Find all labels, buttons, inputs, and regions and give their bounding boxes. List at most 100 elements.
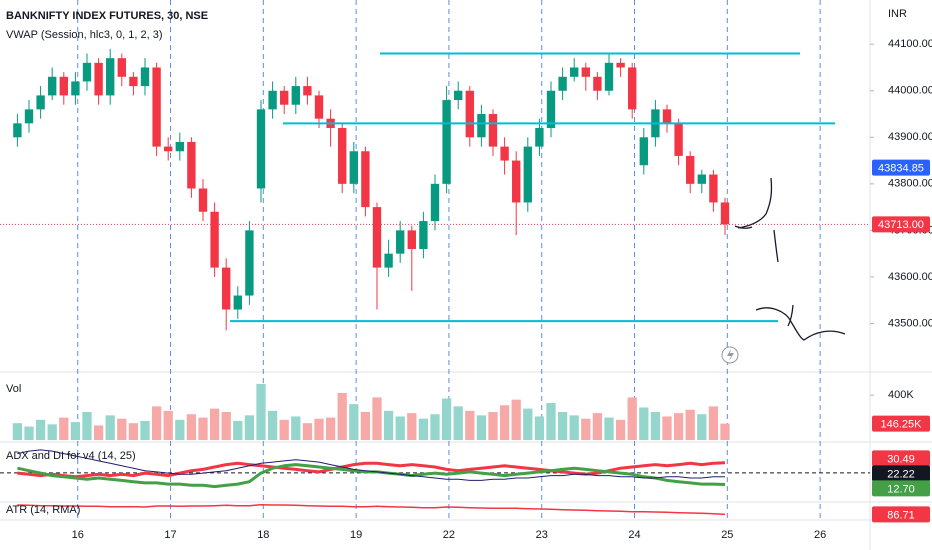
volume-bar (627, 397, 637, 440)
indicator-title: VWAP (Session, hlc3, 0, 1, 2, 3) (6, 29, 163, 41)
pane-title: ADX and DI for v4 (14, 25) (6, 450, 136, 462)
candle-body (361, 151, 370, 208)
volume-bar (59, 417, 69, 440)
candle-body (628, 67, 637, 110)
volume-bar (314, 418, 324, 440)
volume-bar (697, 414, 707, 440)
volume-bar (708, 406, 719, 440)
candle-body (256, 109, 266, 189)
candle-body (106, 58, 115, 96)
candle-body (546, 90, 556, 128)
candle-body (198, 188, 208, 212)
candle-body (164, 146, 173, 152)
volume-bar (430, 414, 440, 440)
candle-body (535, 127, 544, 147)
candle-body (59, 76, 68, 96)
volume-bar (418, 418, 429, 440)
candle-body (210, 211, 219, 268)
alert-icon-bolt (727, 349, 734, 361)
volume-bar (639, 407, 649, 440)
candle-body (686, 155, 695, 184)
volume-bar (673, 413, 684, 440)
indicator-line (17, 463, 726, 489)
x-tick-label: 25 (721, 529, 733, 541)
volume-label: 146.25K (881, 419, 923, 431)
y-tick-label: 43900.00 (888, 131, 932, 143)
candle-body (570, 67, 579, 77)
indicator-line (17, 503, 726, 516)
volume-bar (325, 417, 336, 440)
volume-bar (685, 409, 695, 440)
volume-bar (302, 423, 313, 440)
volume-bar (349, 404, 359, 440)
volume-bar (615, 419, 626, 440)
volume-bar (70, 422, 81, 440)
candle-body (280, 90, 289, 105)
candle-body (24, 109, 34, 124)
candle-body (222, 267, 231, 310)
candle-body (593, 76, 602, 91)
price-label: 43834.85 (878, 163, 924, 175)
volume-bar (244, 415, 255, 440)
candle-body (442, 100, 451, 184)
volume-bar (105, 415, 115, 440)
volume-bar (221, 411, 231, 440)
volume-bar (546, 403, 556, 440)
indicator-value-label: 12.70 (887, 483, 915, 495)
volume-bar (93, 425, 104, 440)
x-tick-label: 22 (443, 529, 455, 541)
y-tick-label: 43800.00 (888, 178, 932, 190)
candle-body (512, 160, 521, 203)
candle-body (477, 114, 486, 138)
candle-body (396, 230, 405, 254)
candle-body (268, 90, 277, 110)
indicator-value-label-bg (872, 450, 930, 467)
axis-currency: INR (888, 8, 907, 20)
candle-body (140, 67, 150, 87)
volume-bar (175, 419, 185, 440)
volume-label-bg (872, 415, 930, 432)
volume-bar (720, 423, 730, 440)
volume-bar (163, 410, 173, 440)
y-tick-label: 44100.00 (888, 38, 932, 50)
candle-body (720, 202, 730, 225)
volume-bar (256, 383, 266, 440)
volume-bar (557, 411, 568, 440)
volume-bar (372, 397, 382, 440)
candle-body (187, 141, 196, 189)
volume-bar (12, 423, 23, 440)
candle-body (604, 62, 614, 91)
candle-body (384, 253, 393, 268)
candle-body (152, 67, 161, 147)
candle-body (430, 183, 440, 222)
volume-bar (476, 415, 487, 440)
candle-body (662, 109, 672, 124)
candle-body (245, 230, 254, 296)
volume-bar (279, 419, 289, 440)
x-tick-label: 16 (72, 529, 84, 541)
price-label-bg (872, 216, 930, 233)
volume-bar (383, 410, 394, 440)
candle-body (48, 76, 57, 96)
volume-bar (395, 416, 405, 440)
candle-body (13, 123, 22, 138)
price-label: 43713.00 (878, 219, 924, 231)
volume-bar (523, 408, 533, 440)
candle-body (581, 67, 590, 77)
volume-bar (499, 405, 510, 440)
x-tick-label: 17 (164, 529, 176, 541)
y-tick-label: 43500.00 (888, 317, 932, 329)
volume-bar (47, 424, 57, 440)
pane-title: ATR (14, RMA) (6, 504, 80, 516)
indicator-value-label-bg (872, 480, 930, 497)
volume-bar (140, 420, 150, 440)
volume-bar (592, 413, 603, 440)
indicator-value-label: 30.49 (887, 453, 915, 465)
hand-drawing (737, 177, 773, 229)
volume-bar (360, 411, 371, 440)
indicator-value-label: 22.22 (887, 468, 915, 480)
x-tick-label: 23 (536, 529, 548, 541)
chart-title: BANKNIFTY INDEX FUTURES, 30, NSE (6, 10, 208, 22)
volume-bar (82, 411, 92, 440)
